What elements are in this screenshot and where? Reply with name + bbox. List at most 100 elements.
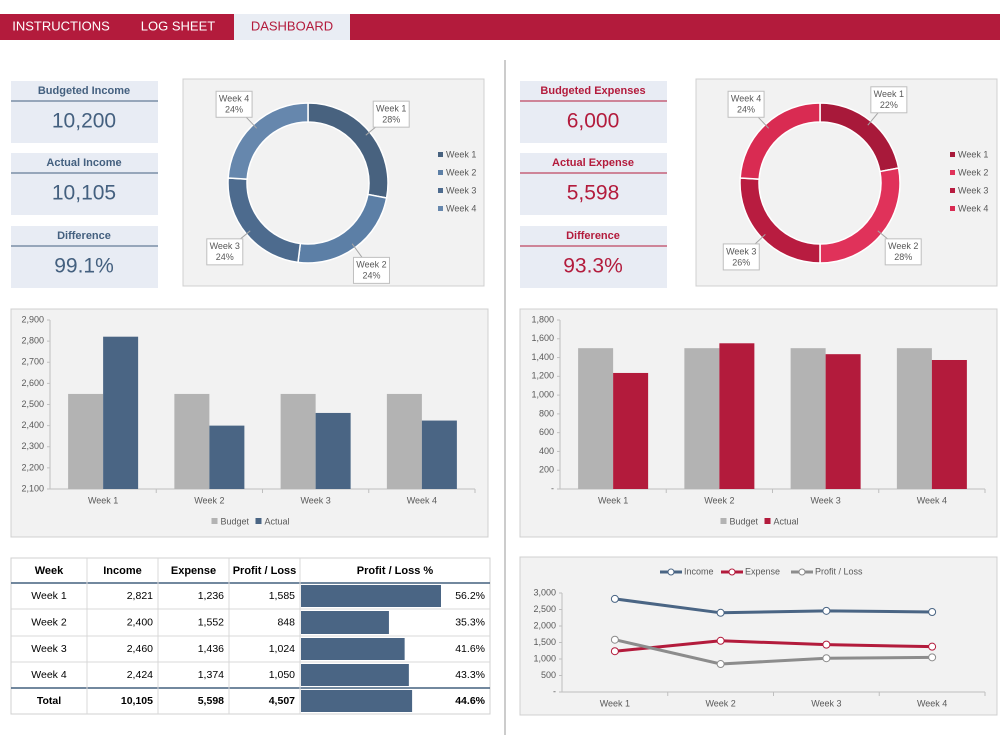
table-cell: 5,598 [198, 695, 224, 707]
legend-label: Budget [730, 516, 759, 526]
legend-label: Week 3 [446, 185, 476, 195]
table-cell: 41.6% [455, 643, 485, 655]
kpi-value: 10,105 [52, 182, 116, 205]
x-tick-label: Week 1 [598, 495, 628, 505]
data-label: 24% [216, 252, 234, 262]
x-tick-label: Week 2 [704, 495, 734, 505]
y-tick-label: 1,000 [533, 653, 556, 663]
legend-label: Actual [774, 516, 799, 526]
marker [928, 642, 937, 651]
data-label: Week 3 [726, 246, 756, 256]
tab[interactable]: INSTRUCTIONS [12, 18, 110, 33]
data-label-box [352, 256, 390, 284]
data-label: Week 2 [888, 241, 918, 251]
marker [610, 647, 619, 656]
bar [613, 372, 649, 489]
y-tick-label: 2,900 [21, 314, 44, 324]
table-cell: Week 2 [31, 616, 67, 628]
y-tick-label: 1,600 [531, 333, 554, 343]
bar [280, 393, 316, 489]
marker [716, 660, 725, 669]
x-tick-label: Week 4 [407, 495, 437, 505]
kpi-card [520, 153, 667, 215]
kpi-card [11, 81, 158, 143]
legend-swatch [438, 170, 443, 175]
table-cell: 35.3% [455, 616, 485, 628]
tab[interactable]: LOG SHEET [141, 18, 215, 33]
x-tick-label: Week 3 [811, 698, 841, 708]
data-label: 22% [880, 100, 898, 110]
y-tick-label: 1,400 [531, 352, 554, 362]
legend-swatch [764, 518, 771, 524]
legend-marker [667, 568, 675, 576]
table-header: Week [35, 565, 64, 577]
y-tick-label: 500 [541, 670, 556, 680]
legend-label: Income [684, 566, 714, 576]
legend-label: Profit / Loss [815, 566, 863, 576]
table-cell: 56.2% [455, 590, 485, 602]
x-tick-label: Week 3 [300, 495, 330, 505]
y-tick-label: - [551, 483, 554, 493]
kpi-value: 5,598 [567, 182, 620, 205]
legend-swatch [211, 518, 218, 524]
table-cell: Total [37, 695, 61, 707]
legend-swatch [950, 188, 955, 193]
bar [790, 348, 826, 489]
marker [716, 608, 725, 617]
x-tick-label: Week 2 [705, 698, 735, 708]
bar [174, 393, 210, 489]
data-label: Week 3 [210, 241, 240, 251]
y-tick-label: 1,200 [531, 371, 554, 381]
legend-swatch [950, 170, 955, 175]
legend-label: Week 1 [446, 149, 476, 159]
table-cell: 1,552 [198, 616, 224, 628]
y-tick-label: 1,800 [531, 314, 554, 324]
y-tick-label: - [553, 686, 556, 696]
legend-swatch [438, 188, 443, 193]
y-tick-label: 2,200 [21, 462, 44, 472]
kpi-value: 93.3% [563, 255, 623, 278]
data-label-box [884, 238, 922, 266]
tab[interactable]: DASHBOARD [251, 18, 333, 33]
data-label: Week 1 [376, 104, 406, 114]
bar [386, 393, 422, 489]
marker [822, 606, 831, 615]
kpi-card [520, 226, 667, 288]
table-cell: 1,050 [269, 669, 295, 681]
table-cell: 4,507 [269, 695, 295, 707]
data-label: Week 2 [356, 260, 386, 270]
table-cell: Week 4 [31, 669, 67, 681]
legend-label: Expense [745, 566, 780, 576]
data-label: 26% [732, 257, 750, 267]
data-label-box [722, 243, 760, 271]
line [614, 638, 933, 666]
bar [931, 359, 967, 489]
x-tick-label: Week 4 [917, 698, 947, 708]
bar [315, 412, 351, 489]
data-label: 24% [737, 105, 755, 115]
table-cell: 43.3% [455, 669, 485, 681]
y-tick-label: 2,100 [21, 483, 44, 493]
kpi-card [520, 81, 667, 143]
y-tick-label: 200 [539, 465, 554, 475]
bar [68, 393, 104, 489]
y-tick-label: 2,000 [533, 620, 556, 630]
kpi-title: Difference [566, 230, 620, 242]
kpi-value: 6,000 [567, 110, 620, 133]
y-tick-label: 2,300 [21, 441, 44, 451]
bar [684, 348, 720, 489]
data-label: 24% [362, 271, 380, 281]
legend-swatch [950, 206, 955, 211]
marker [610, 594, 619, 603]
legend-swatch [255, 518, 262, 524]
data-label-box [215, 90, 253, 118]
table-cell: 2,424 [127, 669, 153, 681]
bar [896, 348, 932, 489]
kpi-title: Actual Income [46, 157, 121, 169]
legend-label: Actual [265, 516, 290, 526]
table-header: Expense [171, 565, 216, 577]
kpi-card [11, 226, 158, 288]
data-label: 28% [894, 252, 912, 262]
kpi-title: Actual Expense [552, 157, 634, 169]
